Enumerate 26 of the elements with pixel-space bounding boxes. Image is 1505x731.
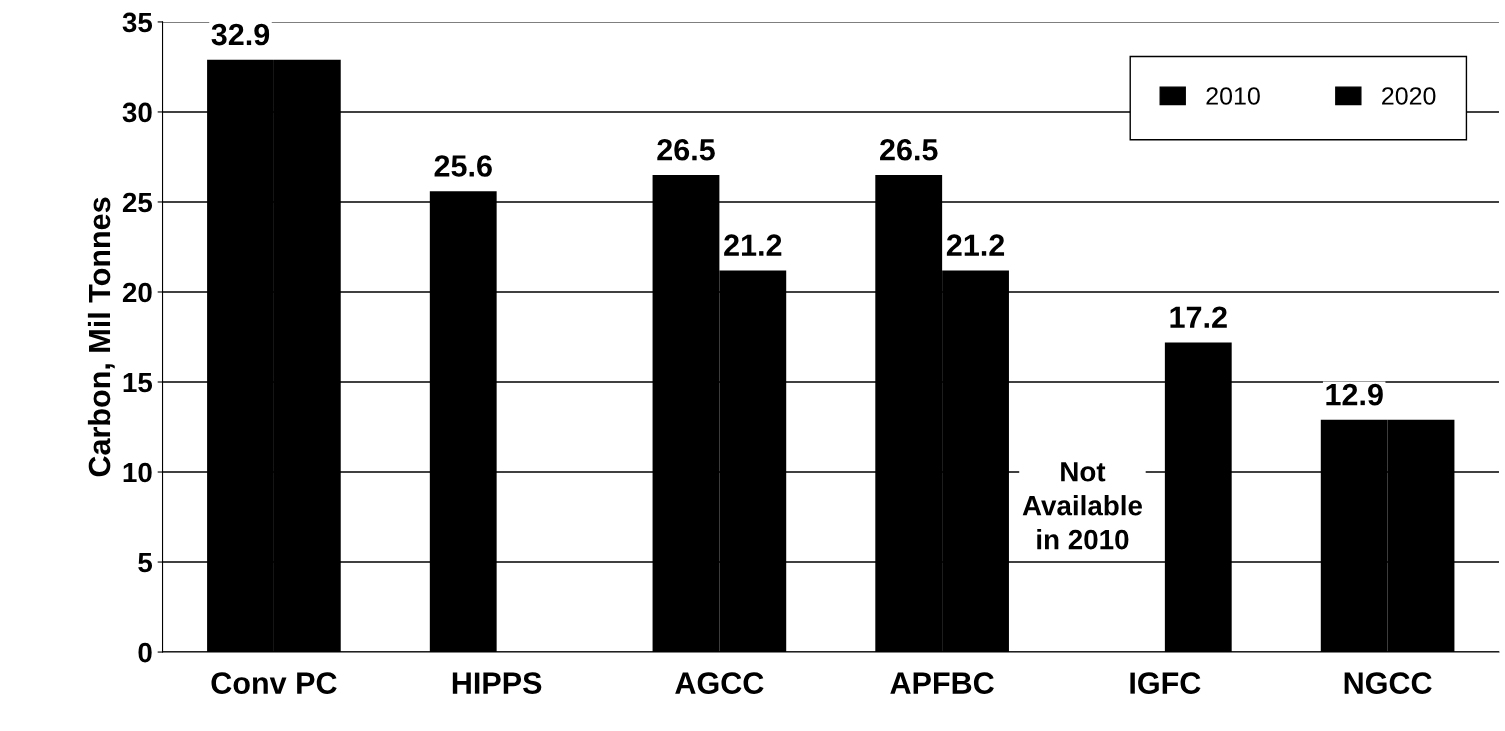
- x-tick-label: Conv PC: [211, 672, 337, 694]
- y-tick-label: 15: [123, 372, 153, 393]
- annotation: Not Available in 2010: [1022, 462, 1142, 550]
- x-tick-label: AGCC: [675, 672, 764, 694]
- y-tick-label: 20: [122, 282, 152, 303]
- y-tick-label: 30: [122, 102, 152, 123]
- x-tick-label: NGCC: [1344, 672, 1432, 694]
- x-tick-label: HIPPS: [452, 672, 542, 694]
- data-label: 32.9: [211, 23, 270, 46]
- y-tick-label: 0: [138, 642, 152, 663]
- x-tick-label: APFBC: [890, 672, 994, 694]
- data-label: 21.2: [724, 234, 782, 256]
- y-tick-label: 10: [123, 462, 152, 483]
- data-label: 26.5: [880, 138, 938, 161]
- x-tick-label: IGFC: [1130, 672, 1201, 694]
- data-label: 21.2: [946, 234, 1005, 256]
- y-axis-title: Carbon, Mil Tonnes: [87, 197, 115, 477]
- legend-label: 2010: [1206, 87, 1260, 105]
- y-tick-label: 25: [122, 192, 153, 213]
- data-label: 17.2: [1170, 306, 1227, 328]
- data-label: 25.6: [434, 155, 492, 177]
- y-tick-label: 5: [138, 552, 153, 573]
- data-label: 12.9: [1326, 383, 1383, 406]
- y-tick-label: 35: [122, 12, 153, 33]
- legend-label: 2020: [1382, 87, 1436, 105]
- data-label: 26.5: [657, 138, 715, 161]
